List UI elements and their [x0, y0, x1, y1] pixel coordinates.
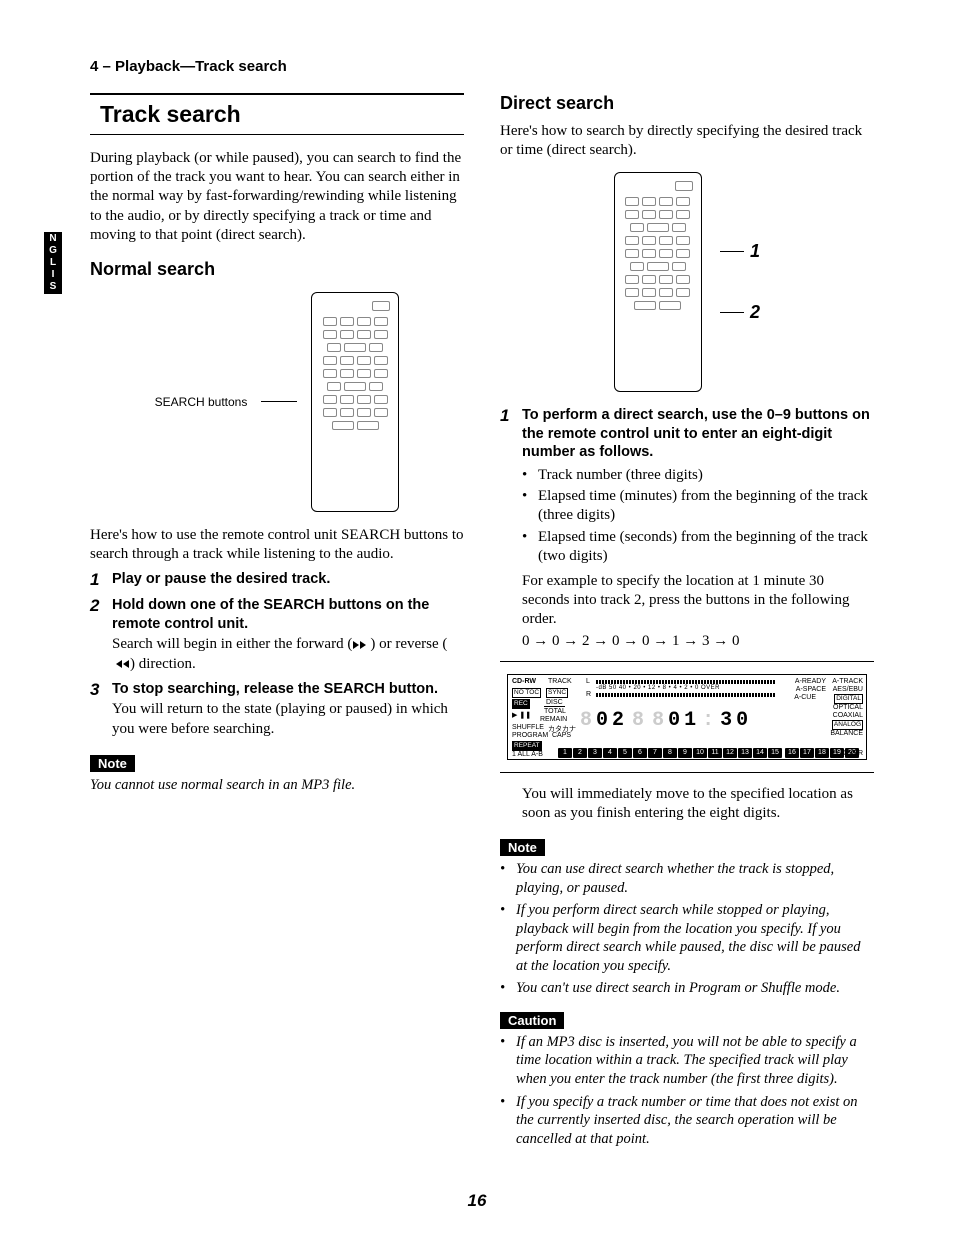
caution-item: If you specify a track number or time th… [516, 1093, 874, 1149]
page-number: 16 [0, 1191, 954, 1211]
remote-figure-direct: 1 2 [500, 172, 874, 392]
step-1: 1 Play or pause the desired track. [90, 570, 464, 590]
remote-control-illustration [614, 172, 702, 392]
intro-paragraph: During playback (or while paused), you c… [90, 149, 464, 245]
direct-step-1: 1 To perform a direct search, use the 0–… [500, 406, 874, 650]
subheading-normal-search: Normal search [90, 259, 464, 280]
remote-figure-normal: SEARCH buttons [90, 292, 464, 512]
step-number: 1 [90, 570, 104, 590]
right-column: Direct search Here's how to search by di… [500, 93, 874, 1152]
note-item: You can't use direct search in Program o… [516, 979, 840, 998]
note-text: You cannot use normal search in an MP3 f… [90, 776, 464, 795]
callout-1: 1 [750, 241, 760, 262]
step-2: 2 Hold down one of the SEARCH buttons on… [90, 596, 464, 673]
step-heading: To stop searching, release the SEARCH bu… [112, 680, 464, 699]
page: ENGLISH 4 – Playback—Track search Track … [0, 0, 954, 1235]
breadcrumb: 4 – Playback—Track search [90, 58, 874, 75]
caution-list: •If an MP3 disc is inserted, you will no… [500, 1033, 874, 1148]
note-chip: Note [500, 839, 545, 856]
callout-line [261, 401, 297, 402]
fast-forward-icon [352, 640, 370, 650]
bullet-item: Elapsed time (seconds) from the beginnin… [538, 528, 874, 566]
caution-item: If an MP3 disc is inserted, you will not… [516, 1033, 874, 1089]
step-3: 3 To stop searching, release the SEARCH … [90, 680, 464, 739]
lcd-display-figure: CD-RW TRACK NO TOC SYNC REC DISC TOTAL R… [500, 661, 874, 773]
left-column: Track search During playback (or while p… [90, 93, 464, 1152]
step-heading: Hold down one of the SEARCH buttons on t… [112, 596, 464, 633]
note-chip: Note [90, 755, 135, 772]
step-body: You will return to the state (playing or… [112, 700, 464, 738]
section-heading-track-search: Track search [90, 93, 464, 135]
lcd-panel: CD-RW TRACK NO TOC SYNC REC DISC TOTAL R… [507, 674, 867, 760]
after-lcd-paragraph: You will immediately move to the specifi… [522, 785, 874, 823]
step-number: 3 [90, 680, 104, 739]
note-item: You can use direct search whether the tr… [516, 860, 874, 897]
subheading-direct-search: Direct search [500, 93, 874, 114]
remote-label: SEARCH buttons [155, 395, 248, 409]
bullet-item: Elapsed time (minutes) from the beginnin… [538, 487, 874, 525]
language-tab: ENGLISH [44, 232, 62, 294]
step-number: 2 [90, 596, 104, 673]
step-heading: Play or pause the desired track. [112, 570, 330, 589]
bullet-item: Track number (three digits) [538, 466, 703, 485]
step-body: For example to specify the location at 1… [522, 572, 874, 630]
caution-chip: Caution [500, 1012, 564, 1029]
normal-search-paragraph: Here's how to use the remote control uni… [90, 526, 464, 564]
rewind-icon [112, 659, 130, 669]
direct-bullets: •Track number (three digits) •Elapsed ti… [522, 466, 874, 566]
note-item: If you perform direct search while stopp… [516, 901, 874, 975]
input-sequence: 0 → 0 → 2 → 0 → 0 → 1 → 3 → 0 [522, 632, 874, 651]
callout-2: 2 [750, 302, 760, 323]
step-body: Search will begin in either the forward … [112, 635, 464, 673]
remote-control-illustration [311, 292, 399, 512]
direct-search-intro: Here's how to search by directly specify… [500, 122, 874, 160]
note-list: •You can use direct search whether the t… [500, 860, 874, 998]
step-number: 1 [500, 406, 514, 650]
step-heading: To perform a direct search, use the 0–9 … [522, 406, 874, 462]
